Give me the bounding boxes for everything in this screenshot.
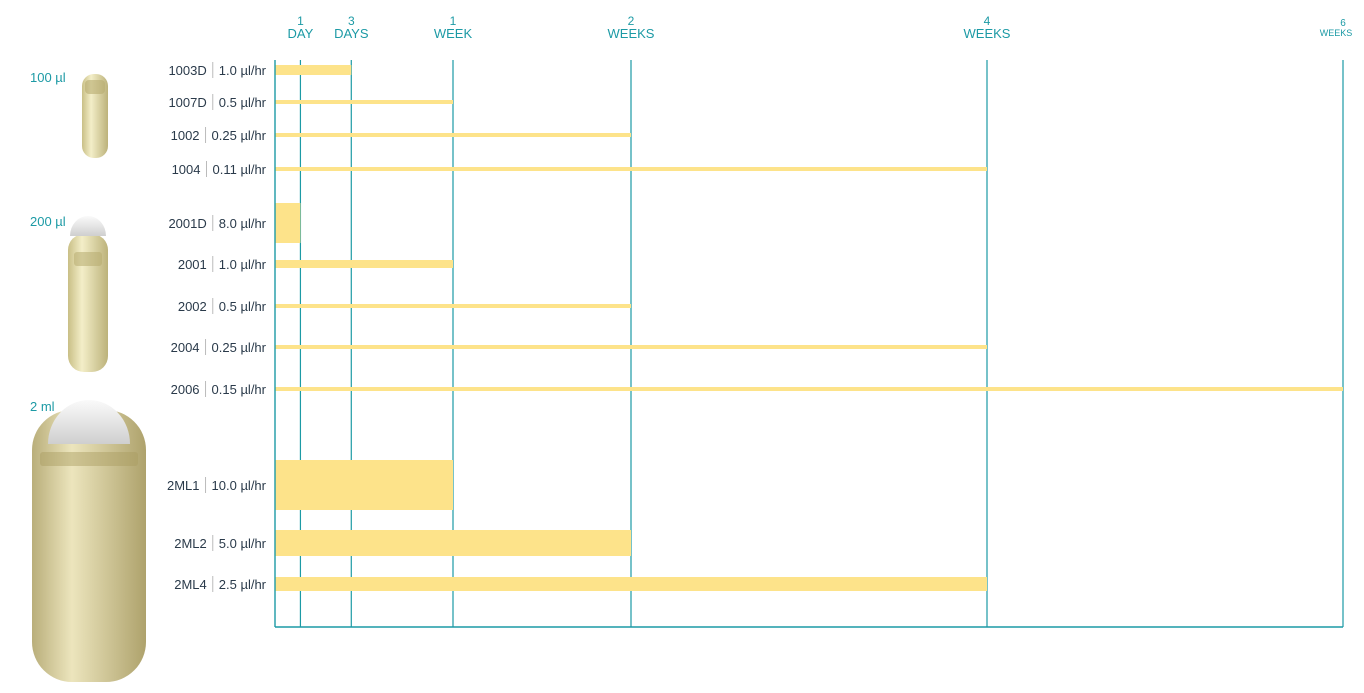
model-label-2004: 2004 bbox=[171, 340, 200, 355]
pump-100ul-icon bbox=[82, 74, 108, 158]
model-label-1002: 1002 bbox=[171, 128, 200, 143]
pump-illustrations bbox=[32, 74, 146, 682]
bar-2001D bbox=[275, 203, 301, 243]
tick-label-top-1: 3 bbox=[348, 14, 355, 28]
pump-2ml-icon bbox=[32, 400, 146, 682]
bar-2ML4 bbox=[275, 577, 987, 591]
tick-label-bottom-2: WEEK bbox=[434, 26, 473, 41]
rate-label-2006: 0.15 µl/hr bbox=[212, 382, 267, 397]
bar-2ML1 bbox=[275, 460, 453, 510]
size-label-1: 200 µl bbox=[30, 214, 66, 229]
pump-200ul-icon bbox=[68, 216, 108, 372]
size-label-2: 2 ml bbox=[30, 399, 55, 414]
model-label-2002: 2002 bbox=[178, 299, 207, 314]
chart-axes bbox=[274, 60, 1343, 628]
rate-label-2ML1: 10.0 µl/hr bbox=[212, 478, 267, 493]
model-label-1003D: 1003D bbox=[168, 63, 206, 78]
tick-label-top-3: 2 bbox=[628, 14, 635, 28]
rate-label-2002: 0.5 µl/hr bbox=[219, 299, 267, 314]
bar-2ML2 bbox=[275, 530, 631, 556]
rate-label-1002: 0.25 µl/hr bbox=[212, 128, 267, 143]
bar-1003D bbox=[275, 65, 352, 75]
rate-label-2ML4: 2.5 µl/hr bbox=[219, 577, 267, 592]
tick-label-top-2: 1 bbox=[450, 14, 457, 28]
rate-label-2ML2: 5.0 µl/hr bbox=[219, 536, 267, 551]
model-label-1004: 1004 bbox=[172, 162, 201, 177]
model-label-2ML2: 2ML2 bbox=[174, 536, 207, 551]
bar-1007D bbox=[275, 100, 453, 104]
tick-label-top-4: 4 bbox=[984, 14, 991, 28]
size-label-0: 100 µl bbox=[30, 70, 66, 85]
chart-bars bbox=[275, 65, 1343, 591]
size-labels: 100 µl 200 µl 2 ml bbox=[30, 70, 66, 414]
rate-label-1003D: 1.0 µl/hr bbox=[219, 63, 267, 78]
rate-label-1007D: 0.5 µl/hr bbox=[219, 95, 267, 110]
tick-label-bottom-5: WEEKS bbox=[1320, 28, 1353, 38]
tick-label-bottom-1: DAYS bbox=[334, 26, 369, 41]
rate-label-2004: 0.25 µl/hr bbox=[212, 340, 267, 355]
tick-label-bottom-3: WEEKS bbox=[608, 26, 655, 41]
rate-label-2001: 1.0 µl/hr bbox=[219, 257, 267, 272]
model-label-2006: 2006 bbox=[171, 382, 200, 397]
tick-label-top-0: 1 bbox=[297, 14, 304, 28]
model-label-2ML1: 2ML1 bbox=[167, 478, 200, 493]
tick-label-bottom-4: WEEKS bbox=[964, 26, 1011, 41]
bar-1004 bbox=[275, 167, 987, 171]
model-label-1007D: 1007D bbox=[168, 95, 206, 110]
bar-2001 bbox=[275, 260, 453, 268]
tick-label-bottom-0: DAY bbox=[288, 26, 314, 41]
model-label-2ML4: 2ML4 bbox=[174, 577, 207, 592]
bar-2006 bbox=[275, 387, 1343, 391]
tick-label-top-5: 6 bbox=[1340, 18, 1346, 29]
model-label-2001D: 2001D bbox=[168, 216, 206, 231]
model-label-2001: 2001 bbox=[178, 257, 207, 272]
rate-label-2001D: 8.0 µl/hr bbox=[219, 216, 267, 231]
bar-2002 bbox=[275, 304, 631, 308]
row-labels: 1.0 µl/hr 1003D 0.5 µl/hr 1007D 0.25 µl/hr 10… bbox=[167, 62, 267, 592]
bar-2004 bbox=[275, 345, 987, 349]
bar-1002 bbox=[275, 133, 631, 137]
rate-label-1004: 0.11 µl/hr bbox=[213, 162, 267, 177]
